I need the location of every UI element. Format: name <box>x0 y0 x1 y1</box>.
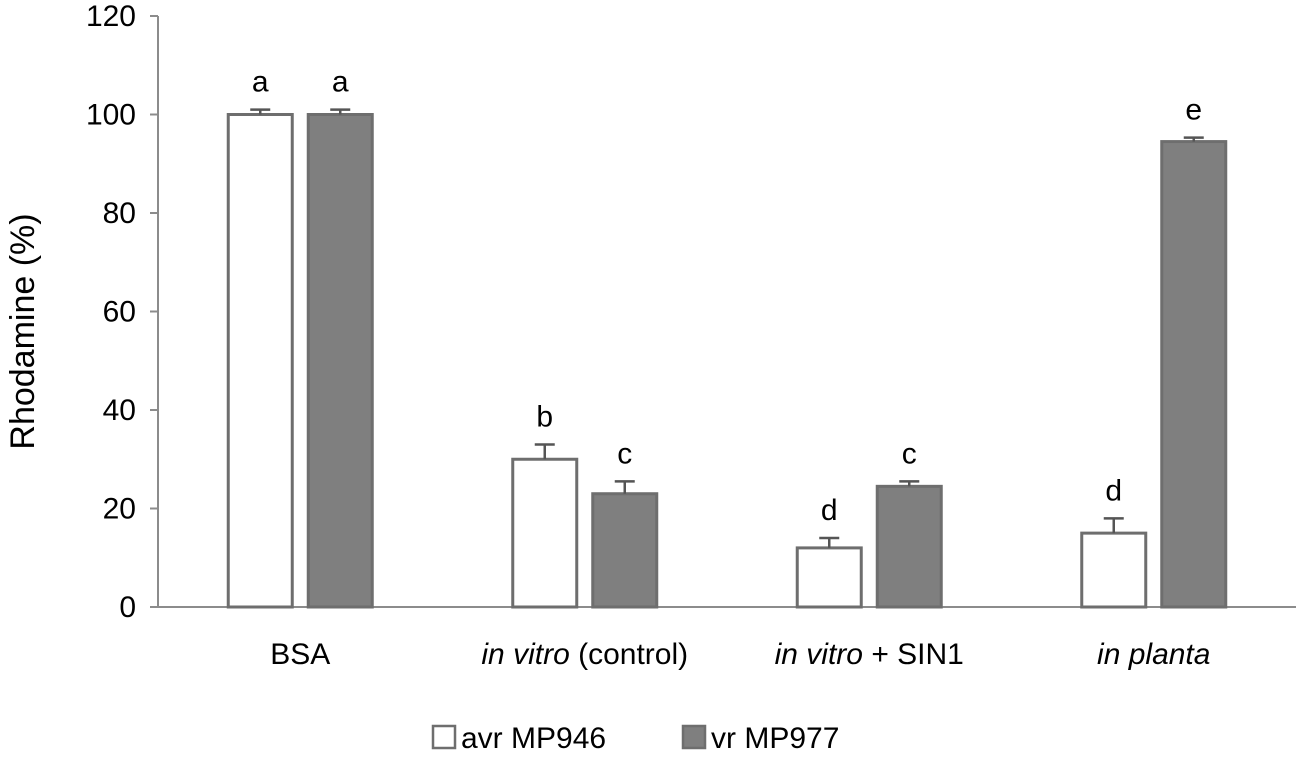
y-axis-label: Rhodamine (%) <box>4 213 42 449</box>
legend-label: vr MP977 <box>711 722 839 755</box>
y-tick-label: 20 <box>103 493 136 526</box>
category-labels: BSA in vitro (control) in vitro + SIN1 in p… <box>270 638 1210 671</box>
y-tick-label: 60 <box>103 296 136 329</box>
y-tick-label: 100 <box>86 99 136 132</box>
y-axis-ticks: 0 20 40 60 80 100 120 <box>86 0 158 624</box>
bar-avr-1 <box>511 457 579 609</box>
x-category-label: in vitro (control) <box>481 638 688 671</box>
significance-label: d <box>821 494 838 527</box>
bars-group: a b d d a c c e <box>226 66 1228 609</box>
significance-label: c <box>902 437 917 470</box>
bar-vr-3 <box>1160 140 1228 609</box>
y-tick-label: 0 <box>119 591 136 624</box>
y-tick-label: 80 <box>103 197 136 230</box>
x-category-label: in vitro + SIN1 <box>775 638 964 671</box>
y-tick-label: 40 <box>103 394 136 427</box>
bar-avr-0 <box>226 113 294 609</box>
significance-label: a <box>252 66 269 99</box>
bar-avr-2 <box>795 546 863 609</box>
significance-label: e <box>1185 94 1202 127</box>
bar-avr-3 <box>1080 531 1148 609</box>
legend: avr MP946 vr MP977 <box>431 722 839 755</box>
bar-vr-2 <box>875 484 943 609</box>
y-tick-label: 120 <box>86 0 136 33</box>
legend-label: avr MP946 <box>461 722 606 755</box>
bar-vr-1 <box>591 492 659 609</box>
significance-label: d <box>1105 474 1122 507</box>
x-category-label: in planta <box>1097 638 1210 671</box>
legend-swatch-avr <box>431 724 457 750</box>
bar-vr-0 <box>306 113 374 609</box>
significance-label: c <box>617 437 632 470</box>
significance-label: a <box>332 66 349 99</box>
legend-swatch-vr <box>681 724 707 750</box>
significance-label: b <box>536 400 553 433</box>
x-category-label: BSA <box>270 638 330 671</box>
